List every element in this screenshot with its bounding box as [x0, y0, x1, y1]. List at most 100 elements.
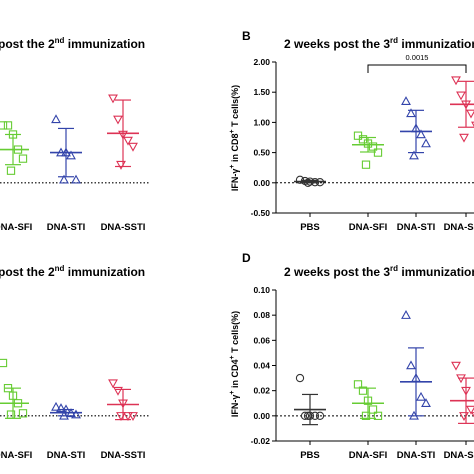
data-point: [108, 94, 118, 104]
y-tick-label: 0.50: [253, 148, 270, 158]
data-point: [411, 372, 421, 382]
data-point: [59, 410, 69, 420]
data-point: [456, 374, 466, 384]
data-point: [13, 399, 23, 408]
data-point: [406, 360, 416, 370]
y-tick-label: 0.04: [253, 361, 270, 371]
x-category-label: DNA-SFI: [349, 450, 388, 461]
y-tick-label: 0.08: [253, 310, 270, 320]
significance-label: 0.0015: [406, 53, 429, 62]
data-point: [66, 408, 76, 418]
x-category-label: DNA-SSTI: [101, 222, 146, 233]
series-dna-sfi: [352, 380, 384, 420]
data-point: [416, 129, 426, 139]
data-point: [295, 175, 305, 184]
series-dna-ssti: [450, 76, 474, 143]
data-point: [315, 178, 325, 187]
data-point: [3, 121, 13, 130]
data-point: [466, 405, 474, 415]
data-point: [123, 136, 133, 146]
data-point: [118, 399, 128, 409]
data-point: [361, 160, 371, 169]
series-pbs: [294, 175, 326, 187]
y-tick-label: 2.00: [253, 57, 270, 67]
data-point: [116, 160, 126, 170]
data-point: [401, 310, 411, 319]
series-dna-sfi: [0, 358, 29, 419]
series-dna-sti: [50, 114, 82, 184]
y-tick-label: -0.02: [251, 436, 271, 446]
x-category-label: DNA-SSTI: [444, 450, 474, 461]
data-point: [401, 96, 411, 106]
data-point: [18, 409, 28, 418]
y-tick-label: 0.06: [253, 335, 270, 345]
data-point: [108, 379, 118, 389]
data-point: [61, 147, 71, 157]
panel-c-title: post the 2nd immunization: [0, 264, 145, 279]
panel-b: B 2 weeks post the 3rd immunization IFN-…: [229, 29, 474, 233]
data-point: [3, 383, 13, 393]
y-tick-label: 1.00: [253, 117, 270, 127]
data-point: [363, 139, 373, 148]
data-point: [51, 401, 61, 411]
x-category-label: DNA-STI: [397, 222, 436, 233]
data-point: [363, 396, 373, 405]
x-category-label: PBS: [300, 222, 320, 233]
data-point: [451, 361, 461, 371]
panel-a: post the 2nd immunization DNA-SFI DNA-STI…: [0, 36, 150, 233]
data-point: [353, 380, 363, 389]
x-category-label: DNA-SSTI: [101, 450, 146, 461]
data-point: [61, 404, 71, 414]
significance-bracket: [367, 64, 467, 74]
data-point: [361, 411, 371, 420]
data-point: [51, 114, 61, 124]
data-point: [300, 411, 310, 420]
series-dna-sfi: [0, 121, 29, 175]
data-point: [123, 412, 133, 421]
data-point: [8, 391, 18, 400]
data-point: [128, 142, 138, 152]
data-point: [373, 148, 383, 157]
data-point: [71, 174, 81, 184]
y-tick-label: 0.02: [253, 386, 270, 396]
x-category-label: DNA-SSTI: [444, 222, 474, 233]
y-tick-label: -0.50: [251, 208, 271, 218]
data-point: [456, 91, 466, 101]
data-point: [6, 410, 16, 419]
series-dna-sti: [50, 401, 82, 420]
data-point: [303, 178, 313, 187]
panel-b-title: 2 weeks post the 3rd immunization: [284, 36, 474, 51]
data-point: [71, 409, 81, 419]
data-point: [116, 412, 126, 421]
data-point: [56, 147, 66, 157]
data-point: [368, 142, 378, 151]
y-tick-label: 0.00: [253, 411, 270, 421]
data-point: [406, 108, 416, 118]
data-point: [13, 145, 23, 154]
y-tick-label: 0.10: [253, 285, 270, 295]
data-point: [373, 411, 383, 420]
data-point: [128, 412, 138, 421]
data-point: [461, 100, 471, 110]
x-category-label: DNA-STI: [397, 450, 436, 461]
series-dna-ssti: [107, 379, 139, 421]
data-point: [421, 138, 431, 148]
x-category-label: DNA-STI: [47, 450, 86, 461]
y-tick-label: 0.00: [253, 178, 270, 188]
data-point: [409, 150, 419, 160]
data-point: [113, 386, 123, 396]
data-point: [295, 373, 305, 383]
data-point: [8, 130, 18, 139]
data-point: [113, 115, 123, 125]
panel-c: post the 2nd immunization DNA-SFI DNA-STI…: [0, 264, 150, 461]
data-point: [459, 412, 469, 421]
data-point: [358, 386, 368, 395]
panel-a-plot: DNA-SFI DNA-STI DNA-SSTI: [0, 94, 150, 233]
series-dna-sfi: [352, 131, 384, 169]
panel-b-plot: -0.50 0.00 0.50 1.00 1.50 2.00 PBS DNA-SFI DNA-S…: [251, 53, 474, 233]
data-point: [118, 130, 128, 140]
y-tick-label: 1.50: [253, 87, 270, 97]
data-point: [358, 135, 368, 144]
series-dna-sti: [400, 96, 432, 160]
